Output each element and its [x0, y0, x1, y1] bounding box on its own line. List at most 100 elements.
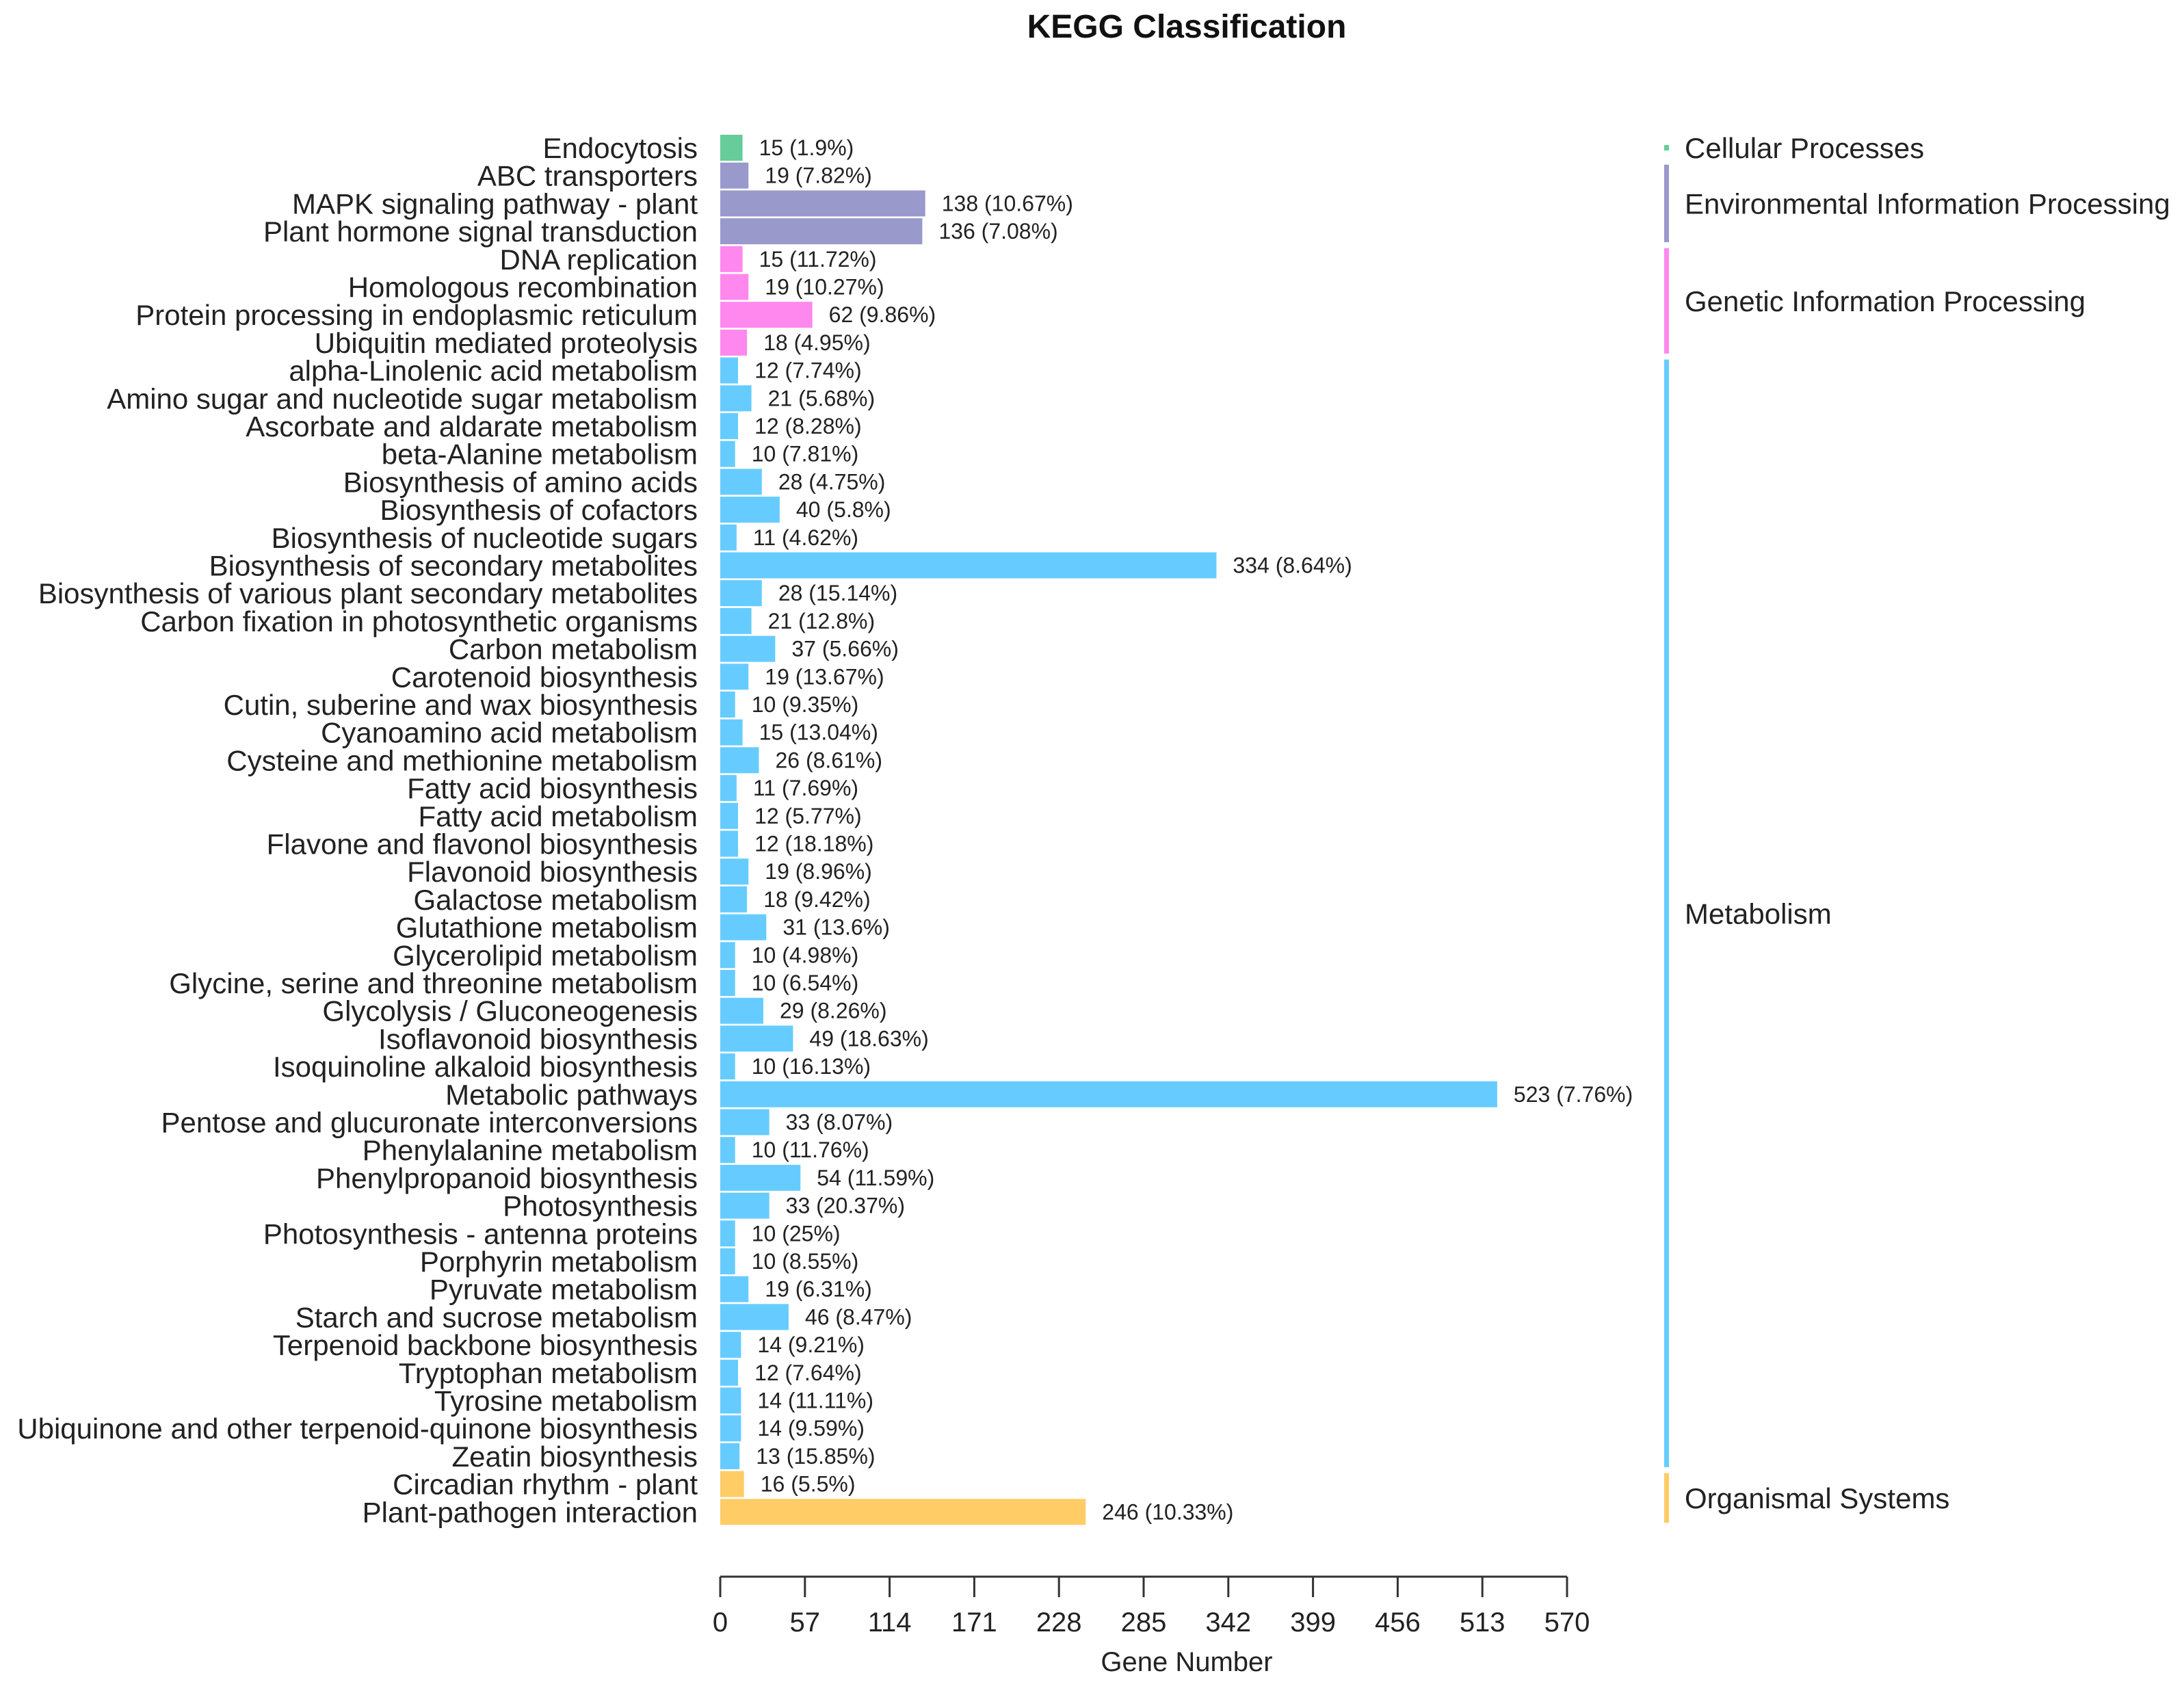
- bar-glycine-serine-and-threonine-metabolism: [720, 970, 735, 996]
- category-label: Amino sugar and nucleotide sugar metabol…: [107, 382, 698, 415]
- data-label: 21 (12.8%): [768, 609, 876, 633]
- data-label: 246 (10.33%): [1102, 1499, 1233, 1524]
- category-label: Tyrosine metabolism: [434, 1385, 698, 1417]
- bar-photosynthesis-antenna-proteins: [720, 1220, 735, 1247]
- legend-label-environmental-information-processing: Environmental Information Processing: [1685, 187, 2170, 220]
- data-label: 10 (25%): [752, 1221, 841, 1246]
- legend-label-cellular-processes: Cellular Processes: [1685, 132, 1924, 164]
- data-label: 16 (5.5%): [761, 1472, 856, 1497]
- data-label: 49 (18.63%): [809, 1026, 928, 1051]
- data-label: 12 (7.74%): [754, 358, 862, 383]
- category-label: Terpenoid backbone biosynthesis: [273, 1329, 698, 1361]
- category-label: Isoquinoline alkaloid biosynthesis: [273, 1051, 698, 1083]
- category-label: DNA replication: [500, 244, 698, 276]
- x-tick-label: 285: [1121, 1607, 1167, 1638]
- bar-endocytosis: [720, 135, 743, 161]
- data-label: 15 (1.9%): [759, 135, 854, 160]
- bar-cyanoamino-acid-metabolism: [720, 719, 743, 746]
- bar-phenylalanine-metabolism: [720, 1137, 735, 1164]
- category-label: Fatty acid biosynthesis: [407, 772, 698, 804]
- bar-mapk-signaling-pathway-plant: [720, 190, 925, 217]
- legend-label-genetic-information-processing: Genetic Information Processing: [1685, 285, 2086, 317]
- data-label: 10 (11.76%): [752, 1138, 869, 1162]
- bar-pyruvate-metabolism: [720, 1276, 749, 1302]
- data-label: 12 (8.28%): [754, 414, 862, 438]
- data-label: 54 (11.59%): [817, 1166, 934, 1190]
- data-label: 28 (4.75%): [778, 469, 886, 494]
- category-label: Carbon metabolism: [449, 633, 698, 666]
- bar-cutin-suberine-and-wax-biosynthesis: [720, 692, 735, 718]
- x-tick-label: 0: [713, 1607, 728, 1638]
- data-label: 523 (7.76%): [1514, 1082, 1633, 1107]
- bar-fatty-acid-biosynthesis: [720, 775, 737, 802]
- bar-carbon-metabolism: [720, 635, 776, 662]
- data-label: 19 (7.82%): [765, 163, 872, 188]
- category-label: Carbon fixation in photosynthetic organi…: [140, 605, 698, 638]
- data-label: 18 (4.95%): [763, 330, 871, 355]
- data-label: 28 (15.14%): [778, 581, 897, 605]
- data-label: 15 (11.72%): [759, 247, 877, 272]
- category-label: alpha-Linolenic acid metabolism: [289, 355, 698, 387]
- data-label: 14 (9.59%): [757, 1416, 865, 1441]
- data-label: 31 (13.6%): [782, 915, 890, 940]
- bar-glycerolipid-metabolism: [720, 942, 735, 969]
- data-label: 40 (5.8%): [796, 497, 891, 522]
- bar-starch-and-sucrose-metabolism: [720, 1304, 789, 1330]
- data-label: 29 (8.26%): [780, 999, 887, 1023]
- category-label: Isoflavonoid biosynthesis: [378, 1023, 698, 1055]
- bar-carbon-fixation-in-photosynthetic-organisms: [720, 607, 752, 634]
- data-label: 33 (8.07%): [786, 1110, 893, 1135]
- x-tick-label: 342: [1205, 1607, 1251, 1638]
- bar-phenylpropanoid-biosynthesis: [720, 1164, 801, 1191]
- bar-plant-hormone-signal-transduction: [720, 218, 923, 245]
- category-label: Cyanoamino acid metabolism: [321, 717, 698, 749]
- category-label: Phenylalanine metabolism: [363, 1134, 698, 1166]
- data-label: 33 (20.37%): [786, 1194, 905, 1218]
- bar-ubiquinone-and-other-terpenoid-quinone-biosynthesis: [720, 1415, 741, 1442]
- category-label: Carotenoid biosynthesis: [391, 661, 698, 693]
- data-label: 10 (16.13%): [752, 1054, 871, 1079]
- bar-glutathione-metabolism: [720, 914, 767, 941]
- category-label: Glycine, serine and threonine metabolism: [169, 967, 698, 999]
- bar-biosynthesis-of-secondary-metabolites: [720, 552, 1217, 579]
- data-label: 10 (8.55%): [752, 1249, 859, 1274]
- category-label: Ubiquitin mediated proteolysis: [315, 327, 698, 359]
- value-labels: 15 (1.9%) 19 (7.82%) 138 (10.67%) 136 (7.08…: [752, 135, 1633, 1524]
- bar-biosynthesis-of-various-plant-secondary-metabolites: [720, 580, 762, 607]
- data-label: 12 (7.64%): [754, 1361, 862, 1385]
- legend-label-metabolism: Metabolism: [1685, 897, 1832, 930]
- category-label: Glycolysis / Gluconeogenesis: [322, 995, 698, 1027]
- data-label: 62 (9.86%): [829, 302, 936, 327]
- bar-biosynthesis-of-cofactors: [720, 497, 780, 523]
- data-label: 46 (8.47%): [805, 1304, 912, 1329]
- category-label: Circadian rhythm - plant: [393, 1469, 698, 1501]
- data-label: 334 (8.64%): [1233, 553, 1352, 578]
- category-label: Glutathione metabolism: [396, 912, 698, 944]
- data-label: 10 (6.54%): [752, 971, 859, 995]
- x-tick-label: 57: [790, 1607, 821, 1638]
- category-label: Flavone and flavonol biosynthesis: [267, 828, 698, 860]
- category-label: Biosynthesis of amino acids: [343, 466, 698, 498]
- bar-cysteine-and-methionine-metabolism: [720, 747, 759, 774]
- data-label: 14 (11.11%): [757, 1389, 873, 1413]
- category-label: Endocytosis: [543, 132, 698, 164]
- category-label: Biosynthesis of cofactors: [380, 494, 698, 526]
- category-label: Biosynthesis of secondary metabolites: [209, 550, 698, 582]
- bar-isoflavonoid-biosynthesis: [720, 1025, 793, 1052]
- category-label: ABC transporters: [477, 160, 698, 192]
- data-label: 19 (10.27%): [765, 275, 884, 300]
- bar-terpenoid-backbone-biosynthesis: [720, 1332, 741, 1358]
- data-label: 19 (6.31%): [765, 1277, 872, 1302]
- x-axis: 0 57 114 171 228 285 342 399 456 513 570: [713, 1575, 1590, 1638]
- data-label: 10 (4.98%): [752, 943, 859, 967]
- category-label: Protein processing in endoplasmic reticu…: [135, 299, 698, 331]
- bar-protein-processing-in-endoplasmic-reticulum: [720, 302, 813, 328]
- bar-photosynthesis: [720, 1192, 769, 1219]
- legend-swatch-environmental-information-processing: [1664, 164, 1669, 243]
- category-label: Tryptophan metabolism: [399, 1357, 698, 1389]
- legend-swatch-cellular-processes: [1664, 145, 1669, 150]
- category-label: Metabolic pathways: [445, 1079, 698, 1111]
